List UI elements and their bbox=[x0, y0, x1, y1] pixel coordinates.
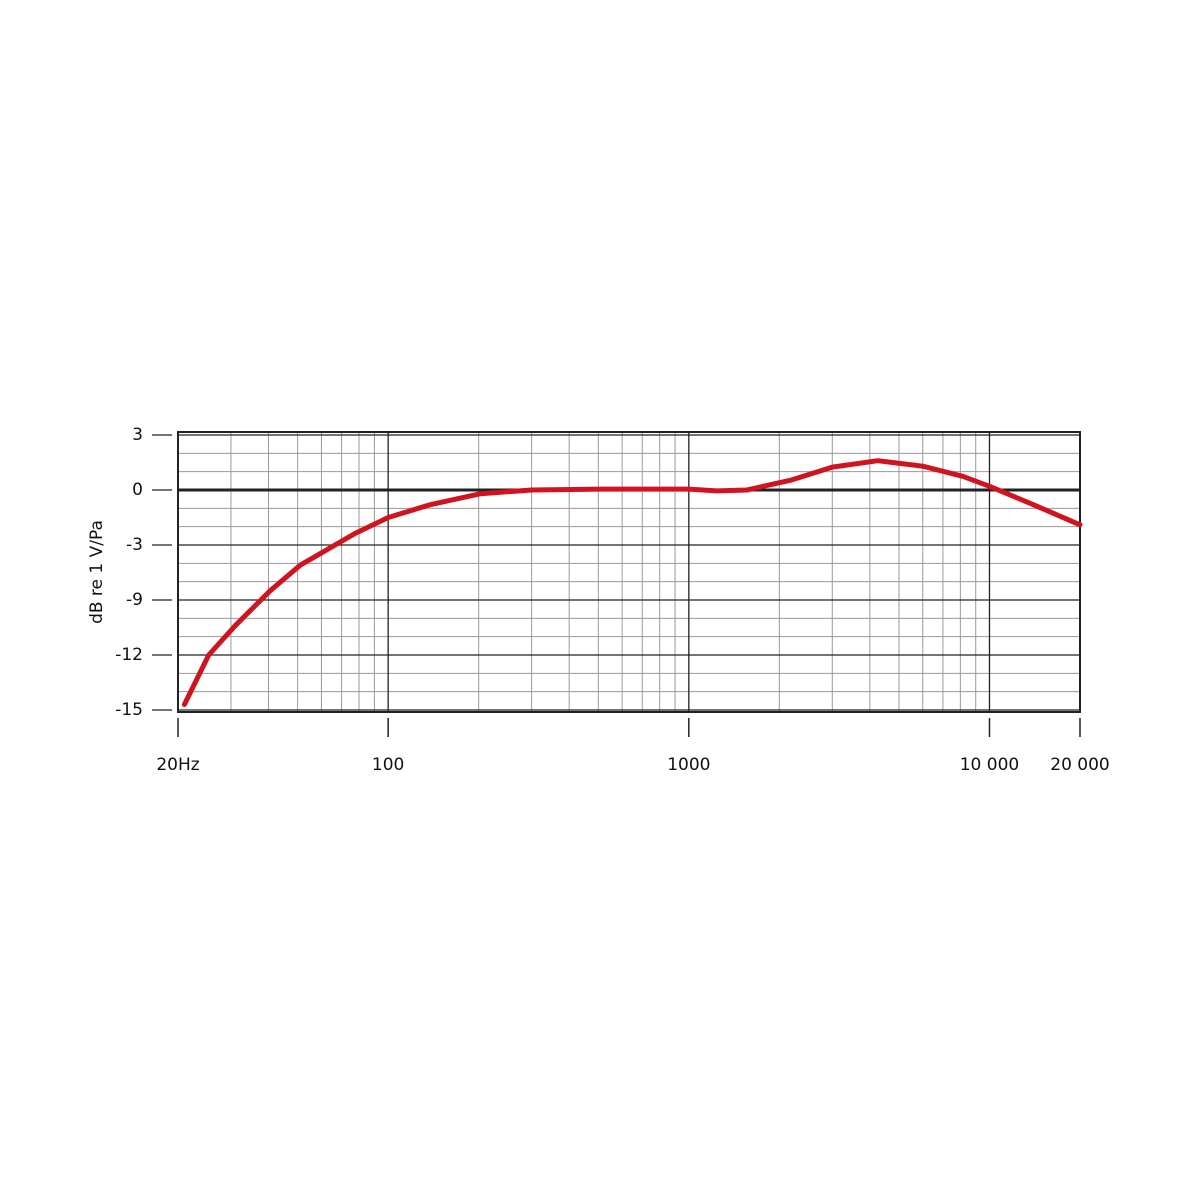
x-tick-label: 20 000 bbox=[1050, 755, 1109, 775]
y-tick-label: -12 bbox=[115, 645, 143, 665]
y-tick-label: 3 bbox=[132, 425, 143, 445]
y-tick-label: 0 bbox=[132, 480, 143, 500]
plot-frame bbox=[177, 431, 1081, 713]
response-curve bbox=[181, 458, 1083, 707]
x-tick-label: 10 000 bbox=[960, 755, 1019, 775]
y-tick-label: -3 bbox=[126, 535, 143, 555]
x-tick-label: 100 bbox=[372, 755, 404, 775]
y-tick-label: -15 bbox=[115, 700, 143, 720]
y-axis-label: dB re 1 V/Pa bbox=[87, 520, 107, 624]
x-tick-label: 1000 bbox=[667, 755, 710, 775]
y-tick-label: -9 bbox=[126, 590, 143, 610]
x-tick-label: 20Hz bbox=[156, 755, 199, 775]
